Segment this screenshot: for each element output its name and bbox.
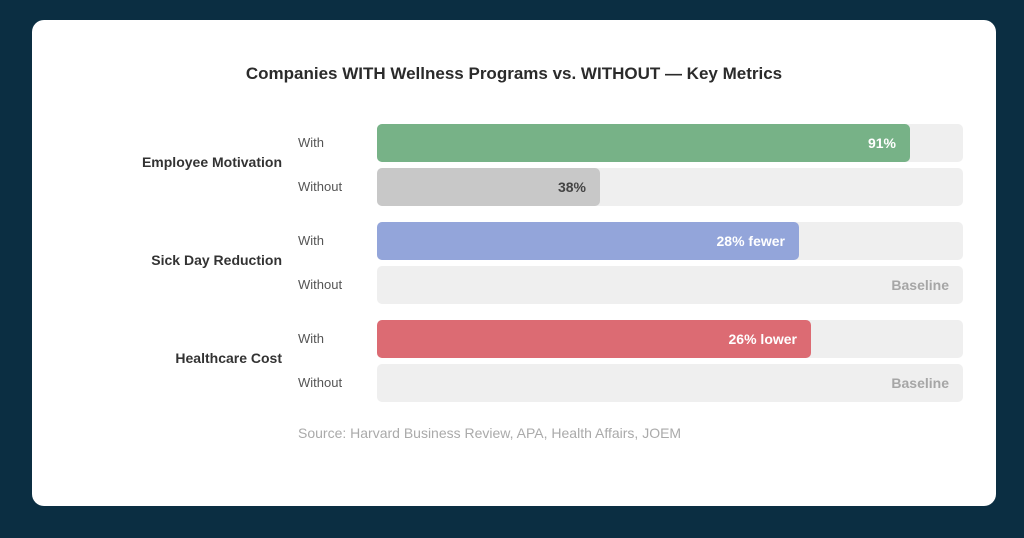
- chart-card: Companies WITH Wellness Programs vs. WIT…: [32, 20, 996, 506]
- bar-value-label: 38%: [557, 179, 586, 195]
- row-label: With: [298, 233, 324, 248]
- group-label: Sick Day Reduction: [151, 252, 282, 268]
- bar: 91%: [377, 124, 910, 162]
- bar-track: 38%: [377, 168, 963, 206]
- bar-track: 91%: [377, 124, 963, 162]
- bar-value-label: 28% fewer: [716, 233, 785, 249]
- baseline-label: Baseline: [891, 375, 949, 391]
- row-label: Without: [298, 375, 343, 390]
- row-label: With: [298, 331, 324, 346]
- bar-value-label: 26% lower: [728, 331, 797, 347]
- bar-track: 28% fewer: [377, 222, 963, 260]
- chart-title: Companies WITH Wellness Programs vs. WIT…: [245, 64, 783, 83]
- bar-track: Baseline: [377, 364, 963, 402]
- baseline-label: Baseline: [891, 277, 949, 293]
- row-label: With: [298, 135, 324, 150]
- row-label: Without: [298, 179, 343, 194]
- bar-track: 26% lower: [377, 320, 963, 358]
- chart-source: Source: Harvard Business Review, APA, He…: [298, 425, 682, 441]
- bar-track: Baseline: [377, 266, 963, 304]
- group-label: Employee Motivation: [141, 154, 282, 170]
- bar: 28% fewer: [377, 222, 799, 260]
- bar: 38%: [377, 168, 600, 206]
- row-label: Without: [298, 277, 343, 292]
- bar: 26% lower: [377, 320, 811, 358]
- group-label: Healthcare Cost: [175, 350, 282, 366]
- bar-value-label: 91%: [867, 135, 896, 151]
